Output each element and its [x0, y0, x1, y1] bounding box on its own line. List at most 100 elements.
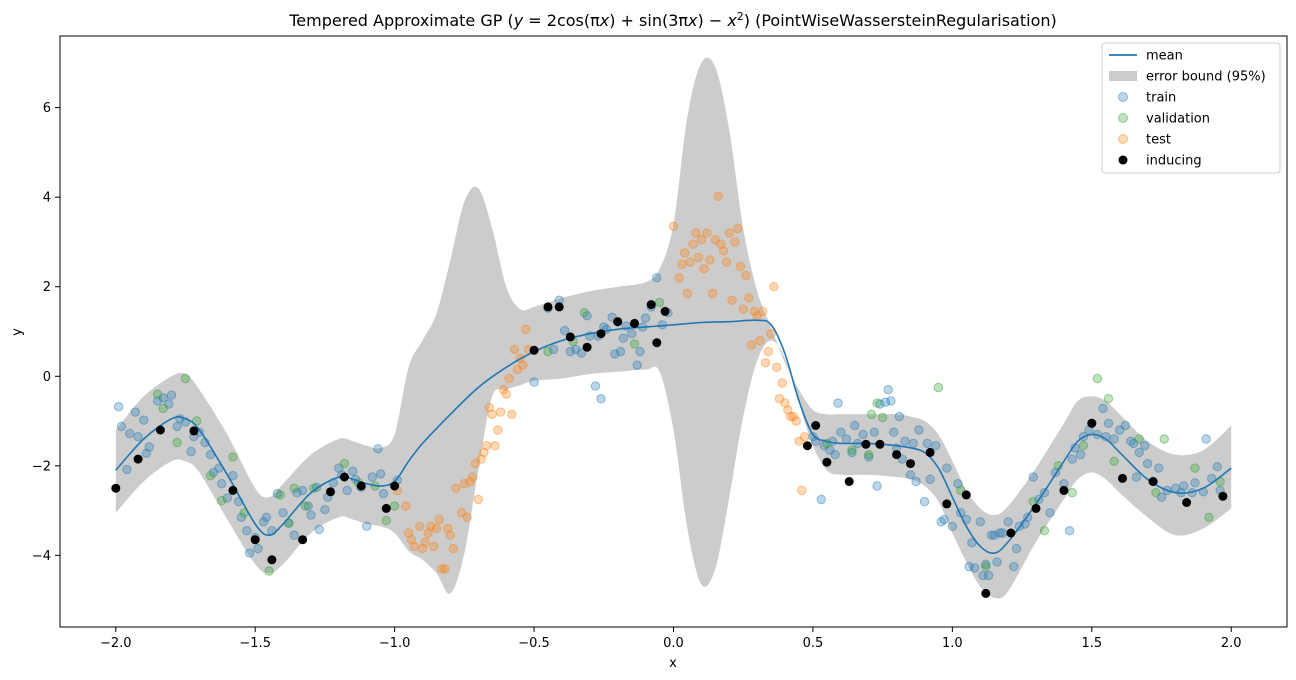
- inducing-point: [356, 481, 366, 491]
- test-point: [493, 425, 503, 435]
- y-tick-label: −2: [32, 459, 51, 474]
- test-point: [788, 411, 799, 422]
- train-point: [141, 448, 152, 458]
- validation-point: [864, 449, 874, 460]
- train-point: [970, 563, 980, 573]
- train-point: [582, 311, 592, 321]
- inducing-point: [961, 490, 971, 500]
- train-point: [1201, 434, 1211, 444]
- validation-point: [847, 445, 857, 455]
- validation-point: [1134, 434, 1144, 444]
- train-point: [139, 415, 149, 425]
- plot-area: [111, 57, 1232, 599]
- train-point: [953, 479, 963, 489]
- train-point: [222, 493, 233, 503]
- train-point: [908, 438, 918, 449]
- train-point: [122, 464, 132, 475]
- train-point: [919, 496, 930, 507]
- train-point: [632, 360, 642, 370]
- inducing-point: [326, 487, 335, 497]
- legend-label-inducing: inducing: [1146, 154, 1202, 169]
- test-point: [521, 324, 531, 334]
- train-point: [1028, 472, 1038, 482]
- test-point: [442, 523, 453, 534]
- train-point: [1120, 420, 1131, 431]
- inducing-point: [133, 454, 143, 464]
- validation-point: [877, 412, 888, 423]
- axes: −2.0 −1.5 −1.0 −0.5 0.0 0.5 1.0 1.5 2.0 −4 −2 0 2 4 6: [32, 35, 1288, 651]
- inducing-point: [630, 318, 639, 328]
- validation-point: [866, 409, 877, 419]
- train-point: [113, 402, 124, 412]
- test-point: [696, 235, 707, 245]
- train-point: [314, 524, 324, 535]
- x-tick-label: −2.0: [100, 636, 132, 651]
- legend-symbol-band: [1109, 71, 1137, 81]
- train-point: [303, 501, 313, 511]
- test-point: [426, 521, 436, 531]
- train-point: [272, 488, 283, 499]
- validation-point: [152, 389, 163, 399]
- train-point: [1009, 561, 1019, 572]
- train-point: [997, 528, 1008, 538]
- test-point: [746, 340, 757, 350]
- train-point: [922, 438, 932, 449]
- x-tick-label: 0.5: [803, 636, 824, 651]
- train-point: [942, 463, 952, 473]
- train-point: [1067, 454, 1078, 464]
- inducing-point: [1182, 498, 1192, 507]
- series-inducing: [111, 300, 1228, 598]
- inducing-point: [892, 450, 902, 460]
- legend-label-validation: validation: [1146, 112, 1210, 127]
- train-point: [292, 488, 302, 498]
- validation-point: [1151, 488, 1161, 498]
- test-point: [749, 306, 760, 317]
- train-point: [930, 441, 941, 451]
- train-point: [130, 407, 141, 417]
- train-point: [627, 329, 637, 339]
- test-point: [724, 228, 734, 238]
- train-point: [164, 399, 174, 409]
- test-point: [423, 528, 433, 538]
- validation-point: [1109, 456, 1119, 466]
- validation-point: [654, 297, 665, 308]
- validation-point: [1159, 434, 1170, 444]
- test-point: [691, 228, 701, 238]
- train-point: [373, 444, 383, 454]
- inducing-point: [267, 555, 277, 565]
- y-tick-label: 2: [43, 280, 51, 295]
- legend-symbol-validation: [1118, 113, 1128, 123]
- train-point: [836, 427, 846, 437]
- train-point: [925, 474, 935, 484]
- test-point: [699, 264, 709, 274]
- test-point: [459, 479, 470, 489]
- test-point: [668, 221, 679, 232]
- test-point: [470, 458, 481, 469]
- test-point: [512, 364, 522, 375]
- test-point: [685, 257, 695, 267]
- inducing-point: [155, 425, 165, 435]
- train-point: [334, 463, 344, 473]
- inducing-point: [565, 332, 575, 342]
- test-point: [440, 564, 450, 574]
- train-point: [978, 570, 988, 581]
- train-point: [1003, 517, 1013, 527]
- test-point: [732, 223, 743, 234]
- test-point: [682, 288, 693, 299]
- train-point: [975, 517, 985, 527]
- train-point: [847, 447, 857, 458]
- test-point: [518, 360, 528, 370]
- train-point: [947, 521, 958, 531]
- inducing-point: [381, 503, 391, 513]
- inducing-point: [613, 317, 623, 327]
- train-point: [1115, 425, 1125, 435]
- train-point: [1156, 492, 1167, 502]
- inducing-point: [1118, 473, 1127, 483]
- train-point: [872, 481, 882, 491]
- test-point: [495, 407, 506, 417]
- train-point: [236, 512, 247, 522]
- train-point: [615, 346, 626, 357]
- test-point: [479, 447, 489, 458]
- train-point: [833, 398, 843, 408]
- train-point: [635, 346, 645, 357]
